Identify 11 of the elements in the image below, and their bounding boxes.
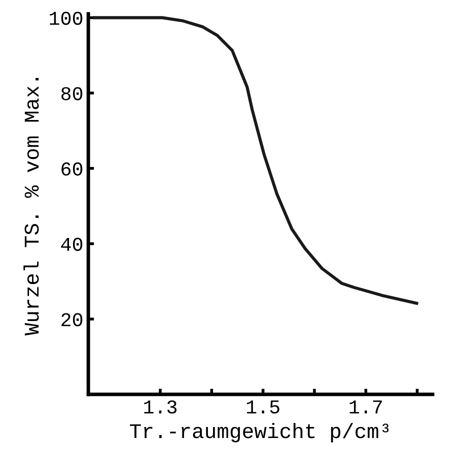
y-tick-label: 40 <box>61 238 82 251</box>
x-tick-label: 1.7 <box>350 400 382 414</box>
x-tick-label: 1.3 <box>144 400 177 414</box>
line-series <box>92 16 418 305</box>
y-tick-label: 60 <box>62 162 82 176</box>
y-tick-label: 20 <box>62 313 82 326</box>
y-axis-title: Wurzel TS. % vom Max. <box>23 78 39 336</box>
y-tick-label: 80 <box>61 87 82 100</box>
x-tick-label: 1.5 <box>246 400 280 414</box>
y-tick-label: 100 <box>50 12 82 25</box>
x-axis-title: Tr.-raumgewicht p/cm³ <box>130 422 389 442</box>
